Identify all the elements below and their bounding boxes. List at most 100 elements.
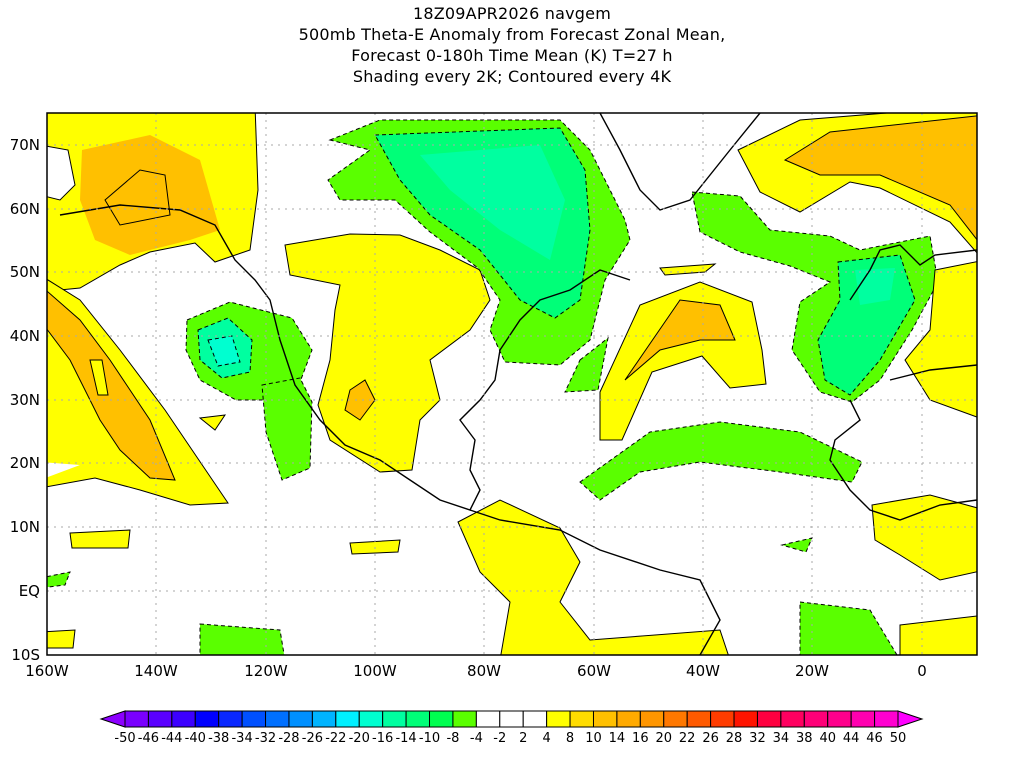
colorbar-label: -2 (493, 731, 507, 746)
anomaly-south-america (457, 499, 729, 655)
lon-label: 60W (577, 662, 611, 680)
anomaly-small-1 (69, 529, 131, 549)
colorbar-label: -4 (469, 731, 483, 746)
lat-label: 40N (9, 327, 40, 345)
colorbar-label: -44 (161, 731, 183, 746)
colorbar-swatch (382, 710, 407, 728)
colorbar-label: 22 (678, 731, 696, 746)
anomaly-baja (261, 377, 313, 481)
colorbar-label: 10 (585, 731, 602, 746)
lat-label: 60N (9, 200, 40, 218)
anomaly-small-5 (799, 601, 898, 655)
anomaly-alaska-core (80, 135, 220, 255)
anomaly-small-4 (199, 623, 285, 655)
colorbar-swatch (311, 710, 337, 728)
title-line-2: 500mb Theta-E Anomaly from Forecast Zona… (298, 25, 726, 44)
colorbar-label: 16 (632, 731, 649, 746)
lat-label: EQ (18, 582, 40, 600)
anomaly-west-atlantic-small (564, 336, 609, 393)
anomaly-central-na (284, 233, 491, 473)
colorbar-swatch (124, 710, 149, 728)
colorbar-swatch (288, 710, 313, 728)
anomaly-california-inner (207, 335, 241, 367)
colorbar-swatch (780, 710, 805, 728)
colorbar-swatch (710, 710, 735, 728)
colorbar-swatch (663, 710, 688, 728)
colorbar-label: 40 (819, 731, 836, 746)
lon-label: 0 (917, 662, 927, 680)
colorbar-label: 4 (542, 731, 551, 746)
colorbar-label: 50 (889, 731, 907, 746)
lat-label: 20N (9, 454, 40, 472)
anomaly-pacific-small-1 (89, 359, 109, 396)
colorbar-swatch (639, 710, 665, 728)
colorbar-swatch (241, 710, 267, 728)
colorbar-label: -40 (184, 731, 206, 746)
colorbar-swatch (358, 710, 384, 728)
anomaly-mid-atlantic-small (659, 263, 717, 276)
colorbar-label: 28 (725, 731, 743, 746)
colorbar-label: -34 (231, 731, 253, 746)
lon-label: 40W (686, 662, 720, 680)
lon-label: 140W (134, 662, 178, 680)
shading-layer (47, 113, 977, 655)
colorbar-label: 20 (655, 731, 673, 746)
colorbar-swatch (546, 710, 571, 728)
map-frame (46, 112, 978, 656)
anomaly-pacific-gap (47, 462, 80, 478)
colorbar-swatch (147, 710, 173, 728)
colorbar-swatch (874, 710, 899, 728)
coastlines (59, 113, 977, 655)
lon-label: 80W (467, 662, 501, 680)
colorbar (99, 710, 924, 728)
colorbar-label: -10 (418, 731, 441, 746)
anomaly-mid-atlantic-core (624, 299, 736, 381)
anomaly-pacific-band-core (47, 290, 176, 481)
colorbar-high-arrow (897, 710, 924, 728)
colorbar-swatch (733, 710, 758, 728)
colorbar-swatch (265, 710, 290, 728)
colorbar-swatch (756, 710, 782, 728)
anomaly-canada-inner (420, 145, 565, 260)
lat-label: 70N (9, 136, 40, 154)
colorbar-label: -50 (114, 731, 136, 746)
colorbar-label: 44 (842, 731, 860, 746)
colorbar-label: -20 (348, 731, 370, 746)
lon-label: 100W (353, 662, 397, 680)
anomaly-small-6 (780, 537, 813, 553)
colorbar-swatch (569, 710, 594, 728)
colorbar-swatch (522, 710, 548, 728)
colorbar-label: -14 (395, 731, 417, 746)
anomaly-tropical-atlantic (579, 421, 863, 501)
colorbar-swatch (452, 710, 477, 728)
colorbar-label: -8 (446, 731, 460, 746)
colorbar-label: -16 (372, 731, 394, 746)
anomaly-ne-atlantic-core (783, 115, 977, 241)
colorbar-label: 14 (608, 731, 626, 746)
colorbar-swatch (405, 710, 431, 728)
contour-alaska (104, 169, 171, 226)
colorbar-swatch (850, 710, 876, 728)
colorbar-label: -28 (278, 731, 300, 746)
lon-label: 20W (795, 662, 829, 680)
colorbar-label: -46 (137, 731, 160, 746)
anomaly-alaska-hole (47, 145, 76, 201)
colorbar-label: -26 (301, 731, 323, 746)
anomaly-europe-inner (855, 268, 895, 305)
colorbar-swatch (335, 710, 360, 728)
colorbar-swatch (803, 710, 829, 728)
title-line-3: Forecast 0-180h Time Mean (K) T=27 h (351, 46, 673, 65)
colorbar-swatch (499, 710, 524, 728)
lon-label: 160W (25, 662, 69, 680)
title-line-1: 18Z09APR2026 navgem (413, 4, 611, 23)
colorbar-swatch (592, 710, 618, 728)
colorbar-swatch (475, 710, 501, 728)
lat-label: 50N (9, 263, 40, 281)
colorbar-label: -32 (254, 731, 277, 746)
anomaly-texas-core (344, 379, 376, 421)
colorbar-label: -22 (325, 731, 347, 746)
lat-label: 30N (9, 391, 40, 409)
anomaly-africa (871, 494, 977, 581)
colorbar-label: 32 (749, 731, 766, 746)
colorbar-swatch (429, 710, 454, 728)
